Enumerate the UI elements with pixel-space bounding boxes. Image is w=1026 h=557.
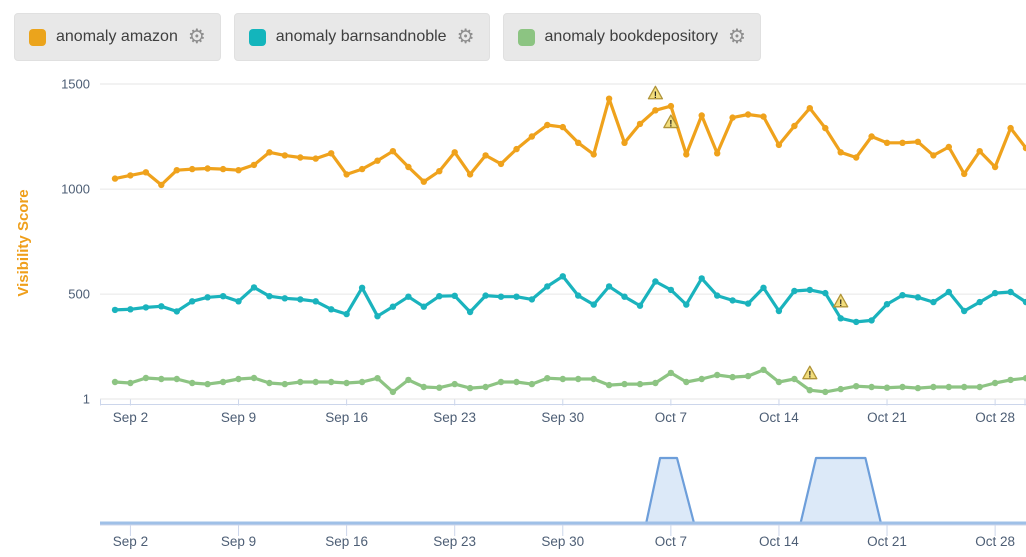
svg-text:Oct 28: Oct 28 <box>975 534 1015 549</box>
anomaly-warning-icon[interactable]: ! <box>663 114 679 129</box>
gear-icon[interactable]: ⚙ <box>187 26 206 48</box>
navigator-x-axis: Sep 2 Sep 9 Sep 16 Sep 23 Sep 30 Oct 7 Oct 14 O… <box>100 524 1026 549</box>
svg-text:Sep 9: Sep 9 <box>221 410 256 425</box>
svg-text:500: 500 <box>68 287 90 302</box>
legend-label: anomaly bookdepository <box>544 28 718 45</box>
svg-text:Oct 28: Oct 28 <box>975 410 1015 425</box>
svg-text:1500: 1500 <box>61 77 90 92</box>
series-anomaly-amazon[interactable] <box>111 95 1026 189</box>
svg-text:Sep 16: Sep 16 <box>325 410 368 425</box>
y-gridlines <box>100 83 1026 400</box>
anomaly-warning-icon[interactable]: ! <box>802 365 818 380</box>
svg-text:Sep 30: Sep 30 <box>541 410 584 425</box>
svg-text:Sep 9: Sep 9 <box>221 534 256 549</box>
anomaly-warning-icon[interactable]: ! <box>833 293 849 308</box>
svg-text:Oct 7: Oct 7 <box>655 410 687 425</box>
svg-text:Oct 21: Oct 21 <box>867 534 907 549</box>
svg-text:Sep 2: Sep 2 <box>113 534 148 549</box>
chart-legend: anomaly amazon ⚙ anomaly barnsandnoble ⚙… <box>14 13 761 61</box>
svg-text:Oct 7: Oct 7 <box>655 534 687 549</box>
legend-label: anomaly barnsandnoble <box>275 28 447 45</box>
series-color-swatch <box>29 28 46 46</box>
svg-text:Oct 14: Oct 14 <box>759 534 799 549</box>
svg-text:Sep 23: Sep 23 <box>433 534 476 549</box>
series-color-swatch <box>248 28 266 46</box>
navigator-anomaly-region[interactable] <box>645 456 696 525</box>
svg-text:Oct 21: Oct 21 <box>867 410 907 425</box>
svg-text:Sep 2: Sep 2 <box>113 410 148 425</box>
svg-text:Sep 23: Sep 23 <box>433 410 476 425</box>
x-axis: Sep 2 Sep 9 Sep 16 Sep 23 Sep 30 Oct 7 Oct 14 O… <box>100 399 1026 425</box>
legend-label: anomaly amazon <box>56 28 178 45</box>
gear-icon[interactable]: ⚙ <box>727 26 746 48</box>
svg-text:!: ! <box>839 298 842 308</box>
series-anomaly-bookdepository[interactable] <box>111 366 1026 396</box>
legend-chip-barnsandnoble[interactable]: anomaly barnsandnoble ⚙ <box>233 13 490 61</box>
svg-text:Sep 30: Sep 30 <box>541 534 584 549</box>
series-anomaly-barnsandnoble[interactable] <box>111 273 1026 326</box>
svg-text:1: 1 <box>83 392 90 407</box>
svg-text:!: ! <box>654 90 657 100</box>
svg-text:!: ! <box>808 370 811 380</box>
svg-text:1000: 1000 <box>61 182 90 197</box>
legend-chip-amazon[interactable]: anomaly amazon ⚙ <box>14 13 221 61</box>
navigator[interactable] <box>100 456 1026 525</box>
gear-icon[interactable]: ⚙ <box>456 26 475 48</box>
y-axis-title: Visibility Score <box>15 189 32 296</box>
svg-text:Oct 14: Oct 14 <box>759 410 799 425</box>
navigator-anomaly-region[interactable] <box>799 456 883 525</box>
svg-text:Sep 16: Sep 16 <box>325 534 368 549</box>
legend-chip-bookdepository[interactable]: anomaly bookdepository ⚙ <box>502 13 761 61</box>
series-color-swatch <box>517 28 535 46</box>
anomaly-warning-icon[interactable]: ! <box>647 85 664 100</box>
svg-text:!: ! <box>669 119 672 129</box>
